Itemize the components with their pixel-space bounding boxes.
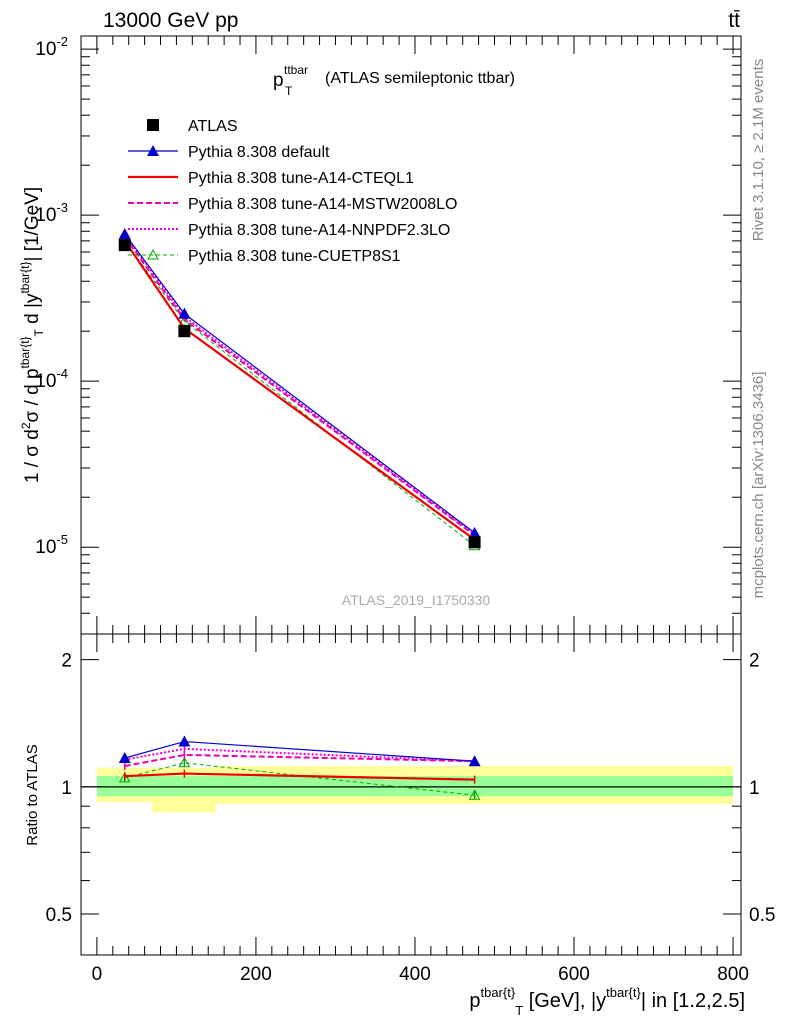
ratio-series-line-mstw bbox=[124, 753, 475, 768]
svg-text:ptbar{t}T [GeV], |ytbar{t}| in: ptbar{t}T [GeV], |ytbar{t}| in [1.2,2.5] bbox=[469, 985, 745, 1018]
title-rest: (ATLAS semileptonic ttbar) bbox=[325, 70, 515, 87]
ratio-band-green bbox=[216, 776, 734, 797]
legend-label: Pythia 8.308 tune-CUETP8S1 bbox=[188, 248, 401, 265]
legend-marker-default bbox=[147, 145, 159, 156]
ratio-y-tick-label-right: 1 bbox=[749, 778, 760, 799]
x-axis-label: ptbar{t}T [GeV], |ytbar{t}| in [1.2,2.5] bbox=[469, 985, 745, 1018]
x-tick-label: 200 bbox=[240, 964, 272, 985]
main-point-data bbox=[178, 325, 191, 338]
ratio-axis-ticks bbox=[81, 634, 741, 956]
ratio-band-green bbox=[152, 776, 217, 797]
ratio-y-axis-label: Ratio to ATLAS bbox=[24, 744, 41, 845]
main-point-data bbox=[118, 239, 131, 252]
main-point-default bbox=[178, 307, 191, 319]
ratio-series-group bbox=[118, 735, 481, 800]
ratio-band-green bbox=[96, 776, 153, 797]
main-point-data bbox=[468, 536, 481, 549]
main-series-group bbox=[118, 228, 481, 551]
main-series-line-cteql1 bbox=[123, 240, 476, 541]
title-sup: ttbar bbox=[284, 63, 308, 77]
main-point-default bbox=[468, 526, 481, 538]
svg-text:p: p bbox=[273, 70, 284, 91]
main-y-tick-label: 10-2 bbox=[35, 34, 68, 60]
ratio-y-tick-label: 2 bbox=[61, 651, 72, 672]
legend-label: Pythia 8.308 tune-A14-MSTW2008LO bbox=[188, 196, 457, 213]
legend: ATLAS Pythia 8.308 default Pythia 8.308 tu… bbox=[128, 118, 457, 265]
plot-title: p ttbar T (ATLAS semileptonic ttbar) bbox=[273, 63, 515, 98]
ratio-point-cuetp8s1 bbox=[178, 756, 191, 768]
main-y-tick-label: 10-3 bbox=[35, 200, 68, 226]
ratio-y-tick-label: 1 bbox=[61, 778, 72, 799]
legend-label: Pythia 8.308 tune-A14-NNPDF2.3LO bbox=[188, 222, 450, 239]
x-tick-label: 600 bbox=[558, 964, 590, 985]
main-y-axis-label: 1 / σ d2σ / d ptbar{t}T d |ytbar{t}| [1/… bbox=[18, 187, 46, 483]
mcplots-label: mcplots.cern.ch [arXiv:1306.3436] bbox=[750, 372, 767, 599]
main-series-line-default bbox=[124, 233, 475, 534]
ratio-y-tick-labels: 0.5 0.5 1 1 2 2 bbox=[46, 651, 776, 926]
x-tick-label: 400 bbox=[399, 964, 431, 985]
legend-label: Pythia 8.308 tune-A14-CTEQL1 bbox=[188, 170, 414, 187]
title-main: p bbox=[273, 70, 284, 91]
legend-label: ATLAS bbox=[188, 118, 238, 135]
ratio-y-tick-label-right: 2 bbox=[749, 651, 760, 672]
ratio-frame bbox=[80, 633, 742, 956]
ratio-point-default bbox=[468, 755, 481, 767]
ratio-y-tick-label-right: 0.5 bbox=[749, 905, 775, 926]
energy-label: 13000 GeV pp bbox=[103, 9, 238, 32]
legend-marker-cuetp8s1 bbox=[147, 248, 159, 260]
title-sub: T bbox=[285, 84, 293, 98]
svg-text:1 / σ d2σ / d ptbar{t}T d |ytb: 1 / σ d2σ / d ptbar{t}T d |ytbar{t}| [1/… bbox=[18, 187, 46, 483]
rivet-version-label: Rivet 3.1.10, ≥ 2.1M events bbox=[750, 59, 767, 242]
legend-marker-data bbox=[147, 119, 159, 131]
main-y-tick-label: 10-4 bbox=[35, 366, 68, 392]
main-series-line-mstw bbox=[123, 236, 476, 537]
x-tick-labels: 0 200 400 600 800 bbox=[92, 964, 749, 985]
main-series-line-nnpdf bbox=[123, 233, 476, 535]
legend-label: Pythia 8.308 default bbox=[188, 144, 330, 161]
main-axis-ticks bbox=[81, 36, 741, 635]
ratio-point-cuetp8s1 bbox=[468, 789, 481, 800]
ratio-point-default bbox=[118, 752, 131, 764]
x-tick-label: 800 bbox=[717, 964, 749, 985]
main-series-line-cuetp8s1 bbox=[124, 241, 475, 547]
main-y-tick-label: 10-5 bbox=[35, 532, 68, 558]
main-point-default bbox=[118, 228, 131, 240]
ratio-point-default bbox=[178, 735, 191, 747]
process-label: tt̄ bbox=[728, 9, 740, 32]
main-y-tick-labels: 10-5 10-4 10-3 10-2 bbox=[35, 34, 68, 558]
ratio-y-tick-label: 0.5 bbox=[46, 905, 72, 926]
ratio-point-cuetp8s1 bbox=[118, 771, 131, 783]
main-panel: 10-5 10-4 10-3 10-2 bbox=[35, 34, 742, 635]
analysis-label: ATLAS_2019_I1750330 bbox=[342, 592, 491, 608]
x-tick-label: 0 bbox=[92, 964, 103, 985]
ratio-panel: 0.5 0.5 1 1 2 2 bbox=[46, 633, 776, 956]
